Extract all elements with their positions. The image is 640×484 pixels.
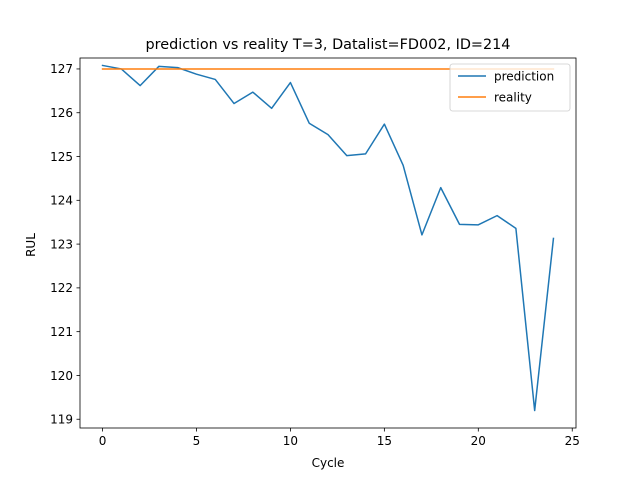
chart-title: prediction vs reality T=3, Datalist=FD00…: [146, 37, 511, 53]
y-tick-label: 124: [50, 194, 73, 208]
x-tick-label: 5: [193, 434, 201, 448]
y-tick-label: 121: [50, 325, 73, 339]
x-tick-label: 15: [377, 434, 392, 448]
y-tick-label: 125: [50, 150, 73, 164]
y-tick-label: 126: [50, 106, 73, 120]
plot-frame: [79, 57, 577, 429]
y-tick-label: 127: [50, 62, 73, 76]
legend-label-prediction: prediction: [494, 69, 554, 83]
y-tick-label: 119: [50, 413, 73, 427]
x-tick-label: 20: [471, 434, 486, 448]
y-axis-label: RUL: [24, 233, 38, 257]
x-tick-label: 10: [283, 434, 298, 448]
ticks-layer: 0 5 10 15 20 25 119 120 121 122 123 124 125 126 127: [50, 62, 580, 448]
legend: prediction reality: [449, 63, 571, 112]
series-line-prediction: [101, 64, 555, 412]
y-tick-label: 122: [50, 281, 73, 295]
x-tick-label: 0: [99, 434, 107, 448]
y-tick-label: 120: [50, 369, 73, 383]
y-tick-label: 123: [50, 237, 73, 251]
x-tick-label: 25: [565, 434, 580, 448]
x-axis-label: Cycle: [312, 456, 345, 470]
legend-label-reality: reality: [494, 90, 532, 104]
